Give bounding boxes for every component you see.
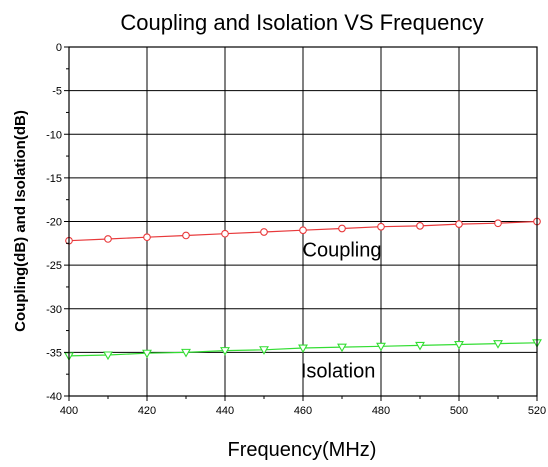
- data-point: [376, 342, 386, 352]
- series-layer: [64, 217, 542, 361]
- data-point: [415, 341, 425, 351]
- data-point: [103, 351, 113, 361]
- data-point: [455, 220, 463, 228]
- y-tick-label: -30: [46, 304, 62, 316]
- x-axis-label: Frequency(MHz): [228, 439, 377, 461]
- data-point: [220, 347, 230, 356]
- y-tick-label: -35: [46, 347, 62, 359]
- x-tick-label: 500: [450, 405, 468, 417]
- annotations: Coupling Isolation: [301, 239, 382, 382]
- ticks: 0 -5 -10 -15 -20 -25 -30 -35 -40 400 420 440 460 480 5…: [46, 42, 546, 417]
- x-tick-label: 400: [60, 405, 78, 417]
- y-tick-label: -40: [46, 391, 62, 403]
- y-tick-label: -5: [52, 86, 62, 98]
- y-axis-label: Coupling(dB) and Isolation(dB): [12, 110, 29, 332]
- data-point: [454, 340, 464, 350]
- data-point: [299, 226, 307, 235]
- data-point: [338, 224, 346, 233]
- data-point: [298, 344, 308, 354]
- data-point: [416, 222, 424, 230]
- chart-title: Coupling and Isolation VS Frequency: [120, 10, 483, 35]
- data-point: [337, 343, 347, 353]
- x-tick-label: 440: [216, 405, 234, 417]
- data-point: [260, 228, 268, 236]
- data-point: [221, 229, 229, 238]
- data-point: [377, 222, 385, 231]
- data-point: [142, 349, 152, 359]
- data-point: [104, 235, 112, 243]
- series-1: [65, 217, 541, 245]
- data-point: [181, 348, 191, 358]
- data-point: [493, 340, 503, 349]
- y-tick-label: -20: [46, 217, 62, 229]
- y-tick-label: -15: [46, 173, 62, 185]
- x-tick-label: 460: [294, 405, 312, 417]
- data-point: [143, 233, 151, 242]
- y-tick-label: 0: [56, 42, 62, 54]
- x-tick-label: 480: [372, 405, 390, 417]
- annotation-label: Isolation: [301, 361, 376, 383]
- y-tick-label: -25: [46, 260, 62, 272]
- data-point: [182, 231, 190, 240]
- grid: [68, 46, 538, 397]
- annotation-label: Coupling: [303, 239, 382, 261]
- data-point: [494, 219, 502, 228]
- x-tick-label: 520: [528, 405, 546, 417]
- x-tick-label: 420: [138, 405, 156, 417]
- y-tick-label: -10: [46, 129, 62, 141]
- series-2: [64, 339, 542, 361]
- data-point: [259, 346, 269, 355]
